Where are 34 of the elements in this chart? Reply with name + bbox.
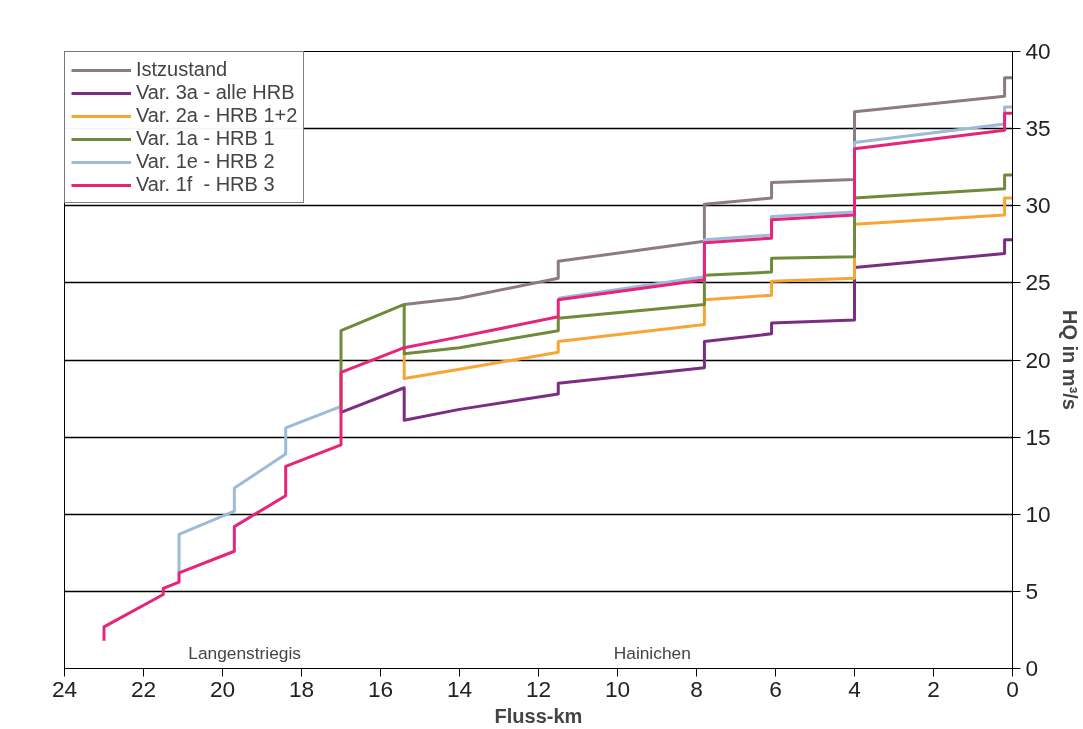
x-tick-label: 0 bbox=[1006, 675, 1019, 702]
annotation: Hainichen bbox=[613, 643, 691, 664]
y-tick-label: 20 bbox=[1025, 346, 1051, 373]
x-tick-label: 24 bbox=[51, 675, 78, 702]
x-tick-label: 2 bbox=[927, 675, 940, 702]
legend-label: Var. 3a - alle HRB bbox=[136, 81, 295, 104]
y-tick-label: 5 bbox=[1025, 577, 1039, 604]
x-tick-label: 10 bbox=[604, 675, 631, 702]
x-tick-label: 6 bbox=[769, 675, 782, 702]
y-tick-label: 30 bbox=[1025, 192, 1051, 219]
legend-label: Var. 2a - HRB 1+2 bbox=[136, 104, 298, 127]
x-tick-label: 20 bbox=[209, 675, 236, 702]
x-tick-label: 16 bbox=[367, 675, 394, 702]
x-tick-label: 18 bbox=[288, 675, 315, 702]
y-axis-title: HQ in m³/s bbox=[1058, 310, 1081, 411]
y-tick-label: 15 bbox=[1025, 423, 1051, 450]
legend-label: Var. 1a - HRB 1 bbox=[136, 127, 275, 150]
line-series bbox=[402, 196, 1013, 381]
x-tick-label: 12 bbox=[525, 675, 552, 702]
line-series bbox=[402, 76, 1013, 306]
x-axis-title: Fluss-km bbox=[494, 704, 583, 727]
legend-label: Var. 1e - HRB 2 bbox=[136, 150, 275, 173]
legend-label: Istzustand bbox=[136, 58, 228, 81]
y-tick-label: 0 bbox=[1025, 655, 1039, 681]
y-tick-label: 10 bbox=[1025, 500, 1051, 527]
y-tick-label: 35 bbox=[1025, 115, 1051, 142]
legend-label: Var. 1f - HRB 3 bbox=[136, 173, 275, 196]
y-tick-label: 40 bbox=[1025, 38, 1051, 64]
x-tick-label: 8 bbox=[690, 675, 703, 702]
annotation: Langenstriegis bbox=[188, 643, 302, 664]
x-tick-label: 4 bbox=[848, 675, 861, 702]
x-tick-label: 22 bbox=[130, 675, 157, 702]
y-tick-label: 25 bbox=[1025, 269, 1051, 296]
x-tick-label: 14 bbox=[446, 675, 473, 702]
